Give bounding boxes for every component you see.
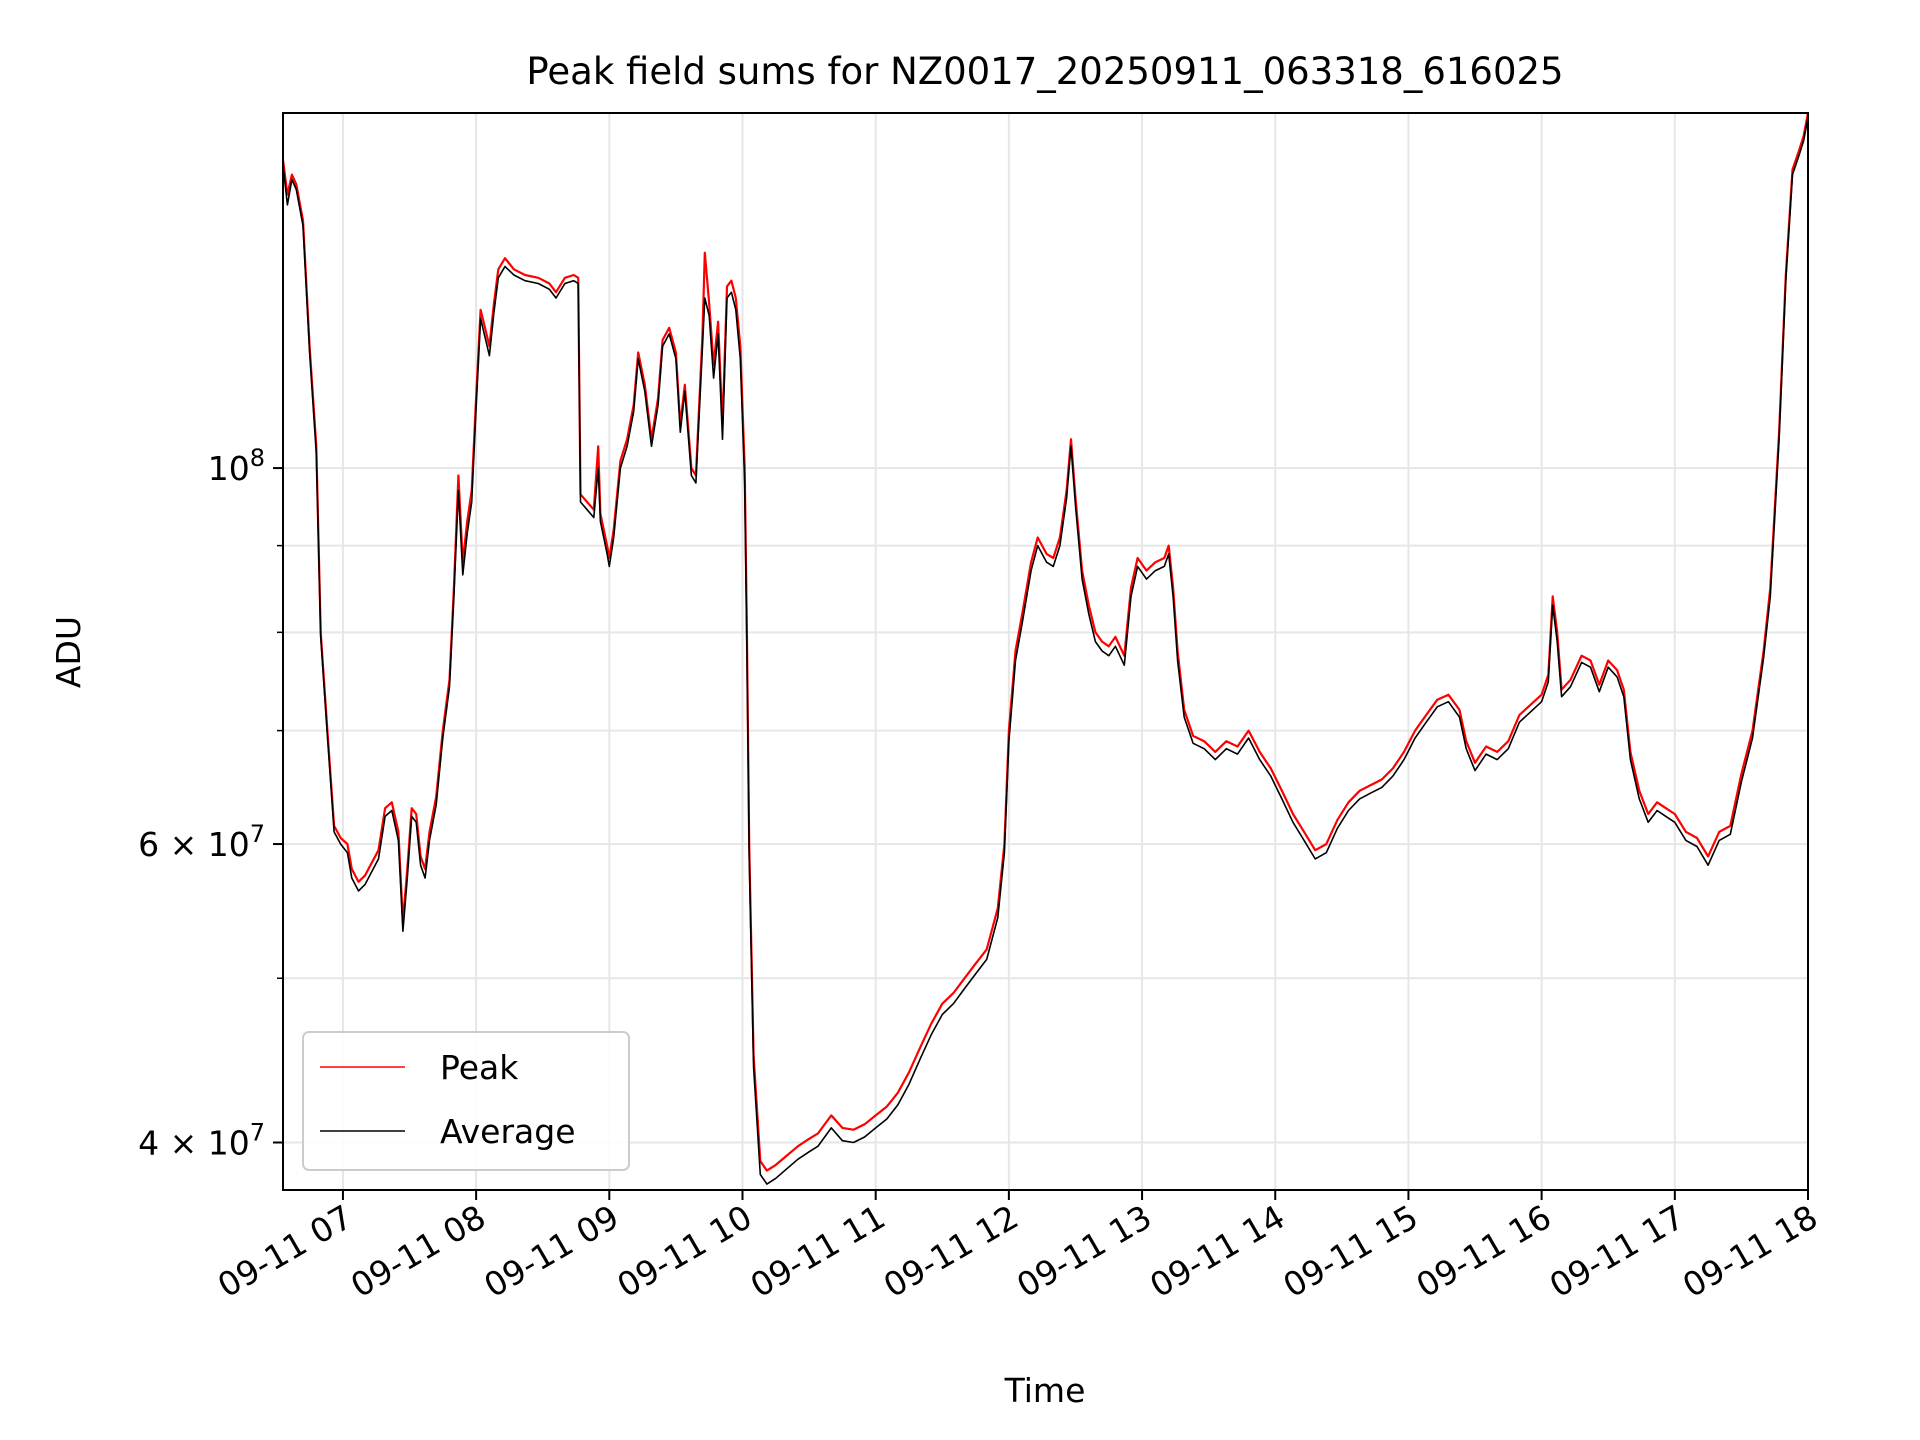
chart-title: Peak field sums for NZ0017_20250911_0633… [526,50,1563,93]
grid [283,113,1809,1190]
series-line-average [282,117,1809,1185]
series-line-peak [281,112,1810,1172]
legend-label-peak: Peak [440,1048,519,1087]
legend-label-average: Average [440,1112,576,1151]
y-axis: 4 × 107 6 × 107 108 [138,444,283,1162]
series-layer [281,112,1810,1185]
y-tick-label: 6 × 107 [138,820,265,864]
y-tick-label: 108 [208,444,265,488]
legend: Peak Average [302,1031,630,1171]
y-tick-label: 4 × 107 [138,1118,265,1162]
y-axis-label: ADU [49,616,88,688]
x-axis-label: Time [1004,1371,1086,1410]
plot-frame [282,112,1809,1191]
